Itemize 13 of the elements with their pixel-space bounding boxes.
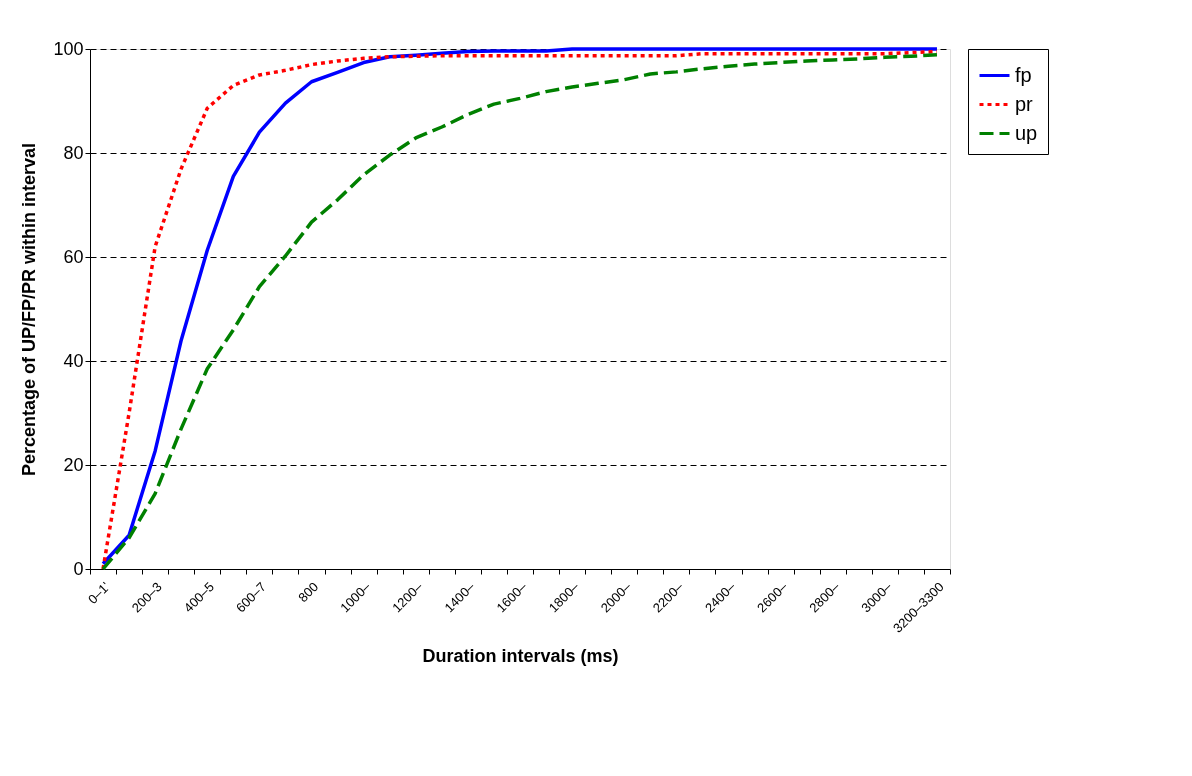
y-tick-label: 20 bbox=[63, 454, 84, 475]
legend-label: pr bbox=[1015, 92, 1034, 115]
y-tick-label: 80 bbox=[63, 142, 84, 163]
y-tick-label: 60 bbox=[63, 246, 84, 267]
y-tick-label: 100 bbox=[53, 38, 84, 59]
legend-label: up bbox=[1015, 121, 1038, 144]
y-tick-label: 40 bbox=[63, 350, 84, 371]
x-axis-title: Duration intervals (ms) bbox=[422, 645, 619, 666]
legend-label: fp bbox=[1015, 63, 1032, 86]
y-tick-label: 0 bbox=[73, 558, 84, 579]
x-tick-label: 0–1' bbox=[85, 579, 113, 607]
y-axis-title: Percentage of UP/FP/PR within interval bbox=[19, 142, 40, 477]
x-tick-label: 800 bbox=[295, 579, 322, 606]
